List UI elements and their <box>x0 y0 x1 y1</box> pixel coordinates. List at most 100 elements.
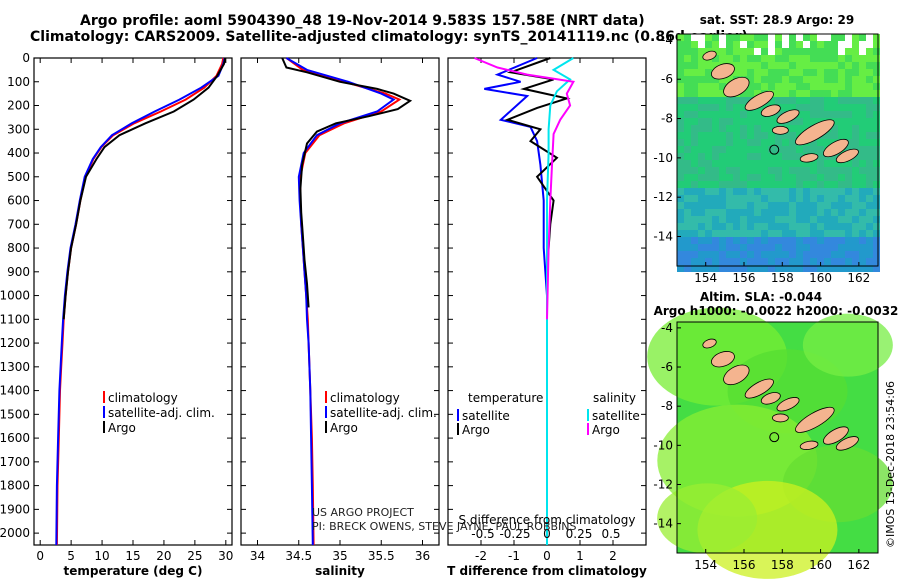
sst-cell <box>754 90 761 97</box>
sst-cell <box>824 202 831 209</box>
sst-cell <box>803 202 810 209</box>
sst-cell <box>838 244 845 251</box>
sst-cell <box>747 251 754 258</box>
sst-cell <box>796 125 803 132</box>
sst-cell <box>698 244 705 251</box>
sst-cell <box>782 104 789 111</box>
sst-cell <box>712 174 719 181</box>
sst-cell <box>838 97 845 104</box>
diff-top-tick-label: 0.5 <box>601 527 620 541</box>
sst-cell <box>817 139 824 146</box>
sst-cell <box>691 48 698 55</box>
sst-map-title: sat. SST: 28.9 Argo: 29 <box>700 13 854 27</box>
sst-cell <box>761 118 768 125</box>
sst-cell <box>866 146 873 153</box>
sst-cell <box>845 167 852 174</box>
sst-cell <box>831 265 838 272</box>
sst-cell <box>726 258 733 265</box>
sst-cell <box>789 265 796 272</box>
sst-cell <box>768 55 775 62</box>
sst-cell <box>698 251 705 258</box>
sst-cell <box>754 62 761 69</box>
sst-cell <box>789 34 796 41</box>
sst-cell <box>747 90 754 97</box>
sst-cell <box>761 195 768 202</box>
sst-cell <box>761 83 768 90</box>
sla-map-ytick-label: -14 <box>653 517 673 531</box>
sst-cell <box>838 216 845 223</box>
sst-cell <box>866 174 873 181</box>
sst-cell <box>740 251 747 258</box>
sst-cell <box>740 139 747 146</box>
sst-cell <box>712 55 719 62</box>
sst-cell <box>684 97 691 104</box>
sst-cell <box>712 111 719 118</box>
sst-cell <box>859 181 866 188</box>
sst-cell <box>873 160 880 167</box>
sst-cell <box>873 41 880 48</box>
sst-cell <box>866 160 873 167</box>
sst-cell <box>859 48 866 55</box>
sst-cell <box>866 62 873 69</box>
sst-cell <box>859 104 866 111</box>
sst-cell <box>677 174 684 181</box>
sst-cell <box>719 34 726 41</box>
sst-cell <box>747 132 754 139</box>
sst-cell <box>705 237 712 244</box>
sst-cell <box>677 83 684 90</box>
sst-cell <box>768 223 775 230</box>
depth-tick-label: 1300 <box>0 360 30 374</box>
sst-cell <box>845 188 852 195</box>
sst-cell <box>873 216 880 223</box>
sst-cell <box>684 104 691 111</box>
sst-cell <box>789 118 796 125</box>
sst-cell <box>859 90 866 97</box>
sst-cell <box>866 90 873 97</box>
sst-cell <box>712 153 719 160</box>
sst-cell <box>831 62 838 69</box>
sst-cell <box>733 195 740 202</box>
sst-cell <box>719 209 726 216</box>
sst-cell <box>859 139 866 146</box>
island-shape <box>760 392 781 405</box>
sst-cell <box>838 230 845 237</box>
sst-cell <box>852 237 859 244</box>
sst-cell <box>712 160 719 167</box>
sst-cell <box>705 181 712 188</box>
sst-cell <box>698 104 705 111</box>
island-shape <box>702 50 717 61</box>
sst-cell <box>845 146 852 153</box>
sst-cell <box>824 195 831 202</box>
sst-cell <box>824 258 831 265</box>
depth-tick-label: 400 <box>7 146 30 160</box>
sst-cell <box>719 97 726 104</box>
sst-cell <box>775 132 782 139</box>
sst-cell <box>684 223 691 230</box>
sst-cell <box>712 104 719 111</box>
sst-cell <box>866 237 873 244</box>
sst-cell <box>754 83 761 90</box>
sst-cell <box>852 90 859 97</box>
sst-cell <box>782 188 789 195</box>
sst-cell <box>852 181 859 188</box>
sst-cell <box>747 76 754 83</box>
sst-cell <box>684 202 691 209</box>
sst-cell <box>684 258 691 265</box>
sla-map-xtick-label: 162 <box>847 558 870 572</box>
sst-cell <box>796 55 803 62</box>
sst-cell <box>789 48 796 55</box>
sst-cell <box>873 237 880 244</box>
sst-cell <box>684 83 691 90</box>
sst-cell <box>831 125 838 132</box>
sst-cell <box>789 83 796 90</box>
sst-cell <box>698 125 705 132</box>
sst-cell <box>852 132 859 139</box>
sst-cell <box>824 230 831 237</box>
sst-cell <box>852 258 859 265</box>
sst-cell <box>796 223 803 230</box>
sst-cell <box>712 83 719 90</box>
sst-cell <box>740 41 747 48</box>
sst-cell <box>677 139 684 146</box>
sst-cell <box>768 76 775 83</box>
header-line-2: Climatology: CARS2009. Satellite-adjuste… <box>30 29 748 45</box>
